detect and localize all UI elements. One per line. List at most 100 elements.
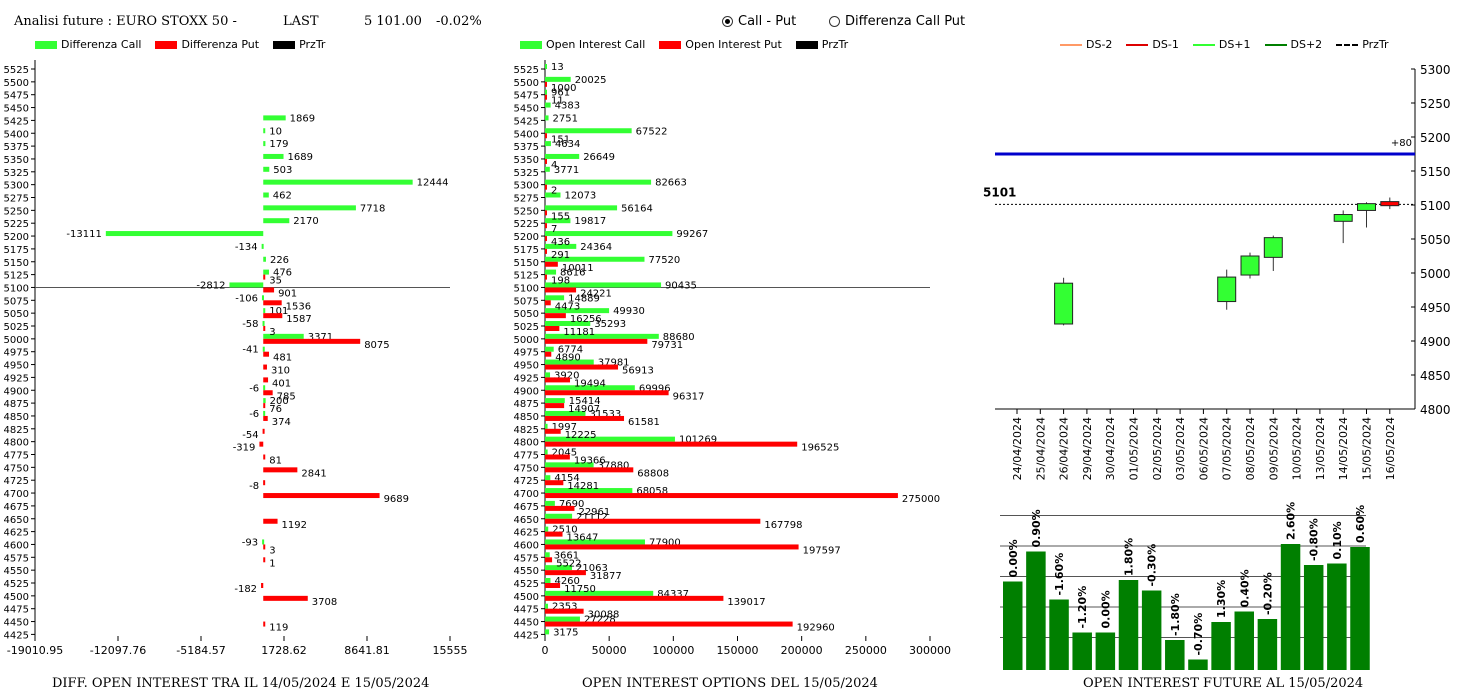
put-value-label: 1192 bbox=[282, 520, 307, 531]
legend-label: Open Interest Call bbox=[546, 38, 646, 51]
call-value-label: 24364 bbox=[580, 242, 612, 253]
call-value-label: 6774 bbox=[558, 345, 583, 356]
change-percent: -0.02% bbox=[436, 14, 482, 29]
put-bar bbox=[545, 184, 547, 190]
y-tick-label: 5325 bbox=[514, 168, 539, 179]
call-bar bbox=[545, 462, 594, 468]
y-tick-label: 5200 bbox=[1420, 131, 1451, 145]
call-value-label: 4634 bbox=[555, 139, 580, 150]
y-tick-label: 5000 bbox=[4, 335, 29, 346]
y-tick-label: 5225 bbox=[514, 219, 539, 230]
call-bar bbox=[545, 231, 673, 237]
change-value-label: -0.80% bbox=[1308, 518, 1321, 561]
y-tick-label: 4625 bbox=[4, 528, 29, 539]
call-bar bbox=[545, 372, 551, 378]
y-tick-label: 5350 bbox=[4, 155, 29, 166]
y-tick-label: 5400 bbox=[514, 129, 539, 140]
call-bar bbox=[545, 205, 618, 211]
put-bar bbox=[545, 608, 584, 614]
call-value-label: 1869 bbox=[290, 113, 315, 124]
legend-diff: Differenza Call Differenza Put PrzTr bbox=[35, 38, 325, 51]
change-value-label: -0.30% bbox=[1146, 544, 1159, 587]
y-tick-label: 4600 bbox=[514, 540, 539, 551]
y-tick-label: 4500 bbox=[514, 592, 539, 603]
candle-body bbox=[1054, 282, 1074, 325]
y-tick-label: 4450 bbox=[4, 618, 29, 629]
y-tick-label: 4725 bbox=[514, 476, 539, 487]
call-bar bbox=[545, 500, 555, 506]
y-tick-label: 4525 bbox=[4, 579, 29, 590]
call-bar bbox=[545, 166, 550, 172]
y-tick-label: 5175 bbox=[514, 245, 539, 256]
call-bar bbox=[263, 115, 286, 121]
legend-label: DS-2 bbox=[1086, 38, 1113, 51]
legend-line-prztr bbox=[1336, 43, 1359, 46]
y-tick-label: 5000 bbox=[1420, 267, 1451, 281]
x-tick-label: 29/04/2024 bbox=[1081, 417, 1094, 480]
put-value-label: 291 bbox=[551, 250, 570, 261]
call-value-label: 15414 bbox=[569, 396, 601, 407]
x-tick-label: 25/04/2024 bbox=[1034, 417, 1047, 480]
put-value-label: 24221 bbox=[580, 288, 612, 299]
y-tick-label: 5025 bbox=[514, 322, 539, 333]
legend-label: PrzTr bbox=[1362, 38, 1389, 51]
put-value-label: 4 bbox=[551, 160, 557, 171]
call-bar bbox=[263, 179, 413, 185]
call-value-label: 88680 bbox=[663, 332, 695, 343]
call-value-label: 77520 bbox=[648, 255, 680, 266]
put-bar bbox=[545, 441, 798, 447]
put-bar bbox=[263, 351, 270, 357]
x-tick-label: 8641.81 bbox=[344, 644, 390, 657]
put-bar bbox=[545, 518, 761, 524]
y-tick-label: 5050 bbox=[1420, 233, 1451, 247]
put-bar bbox=[545, 81, 547, 87]
put-value-label: 436 bbox=[551, 237, 570, 248]
call-bar bbox=[263, 218, 290, 224]
put-value-label: 9689 bbox=[384, 494, 409, 505]
call-value-label: 2170 bbox=[293, 216, 318, 227]
x-tick-label: 250000 bbox=[845, 644, 887, 657]
call-value-label: 462 bbox=[273, 191, 292, 202]
legend-label: Open Interest Put bbox=[685, 38, 782, 51]
radio-dot-selected-icon[interactable] bbox=[722, 16, 733, 27]
call-bar bbox=[545, 115, 549, 121]
legend-swatch-price bbox=[273, 40, 296, 49]
put-bar bbox=[545, 94, 547, 100]
radio-call-put[interactable]: Call - Put bbox=[722, 14, 796, 29]
put-bar bbox=[545, 364, 619, 370]
y-tick-label: 4800 bbox=[514, 438, 539, 449]
call-bar bbox=[545, 282, 662, 288]
radio-dot-icon[interactable] bbox=[829, 16, 840, 27]
radio-differenza[interactable]: Differenza Call Put bbox=[829, 14, 965, 29]
call-value-label: 503 bbox=[273, 165, 292, 176]
call-bar bbox=[545, 436, 675, 442]
y-tick-label: 4800 bbox=[1420, 403, 1451, 417]
call-bar bbox=[545, 295, 565, 301]
legend-swatch-call bbox=[35, 40, 57, 49]
call-value-label: 68058 bbox=[636, 486, 668, 497]
y-tick-label: 4525 bbox=[514, 579, 539, 590]
put-bar bbox=[545, 480, 564, 486]
x-tick-label: 1728.62 bbox=[261, 644, 307, 657]
change-bar bbox=[1350, 547, 1370, 670]
call-value-label: 31533 bbox=[589, 409, 621, 420]
call-value-label: 69996 bbox=[639, 383, 671, 394]
future-oi-change-chart: 0.00% 0.90% -1.60% -1.20% 0.00% 1.80% -0.30% -1… bbox=[1000, 502, 1370, 670]
legend-swatch-call bbox=[520, 40, 542, 49]
y-tick-label: 5450 bbox=[4, 104, 29, 115]
call-value-label: 2510 bbox=[552, 525, 577, 536]
put-value-label: 119 bbox=[269, 623, 288, 634]
y-tick-label: 5125 bbox=[514, 271, 539, 282]
call-bar bbox=[263, 269, 269, 275]
put-bar bbox=[545, 531, 563, 537]
legend-label: PrzTr bbox=[821, 38, 849, 51]
put-value-label: 19494 bbox=[574, 378, 606, 389]
call-value-label: -93 bbox=[242, 537, 258, 548]
y-tick-label: 4650 bbox=[4, 515, 29, 526]
y-tick-label: 5075 bbox=[4, 296, 29, 307]
change-bar bbox=[1118, 580, 1139, 670]
put-bar bbox=[545, 313, 566, 319]
put-bar bbox=[263, 377, 269, 383]
legend-line-ds-1 bbox=[1126, 43, 1149, 46]
